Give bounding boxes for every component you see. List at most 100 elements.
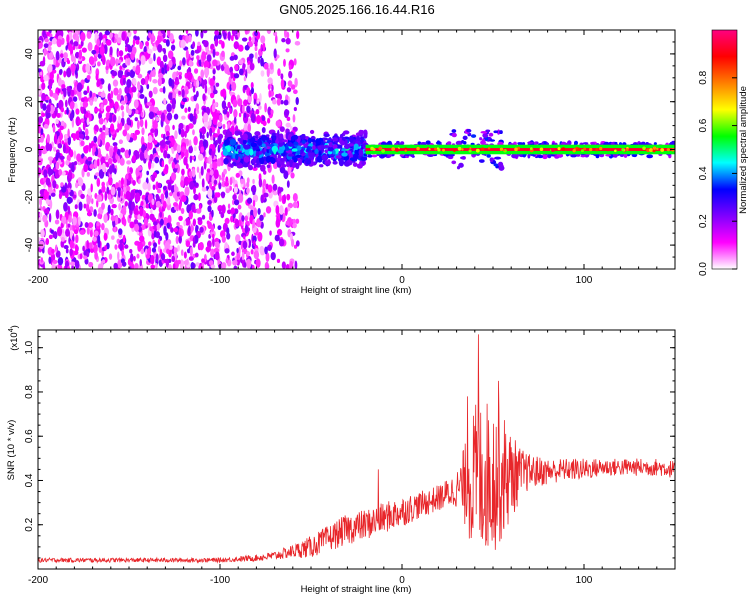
spectrogram-blob	[155, 200, 162, 208]
spectrogram-blob	[113, 168, 117, 175]
spectrogram-blob	[180, 39, 186, 49]
spectrogram-blob	[83, 203, 87, 209]
spectrogram-blob	[272, 191, 278, 196]
spectrogram-blob	[135, 109, 139, 115]
spectrogram-blob	[479, 137, 483, 141]
spectrogram-blob	[208, 117, 212, 127]
spectrogram-blob	[75, 234, 79, 244]
spectrogram-blob	[224, 139, 230, 146]
spectrogram-blob	[43, 74, 49, 82]
spectrogram-blob	[218, 39, 223, 45]
spectrogram-blob	[48, 256, 52, 264]
spectrogram-blob	[200, 30, 204, 39]
spectrogram-blob	[92, 236, 97, 242]
spectrogram-blob	[176, 70, 179, 77]
spectrogram-blob	[40, 128, 44, 135]
snr-xtick-label: 0	[399, 575, 405, 586]
spectrogram-blob	[73, 161, 77, 166]
spectrogram-blob	[129, 69, 136, 78]
spectrogram-blob	[130, 189, 135, 200]
snr-ytick-label: 0.2	[24, 517, 35, 531]
spectrogram-blob	[121, 31, 126, 41]
spectrogram-line-speck	[442, 148, 445, 152]
spectrogram-blob	[185, 30, 189, 35]
spectrogram-blob	[425, 140, 431, 145]
spectrogram-blob	[253, 240, 256, 247]
spectrogram-blob	[198, 171, 202, 179]
spectrogram-blob	[156, 34, 162, 44]
spectrogram-blob	[137, 151, 140, 159]
spectrogram-blob	[241, 251, 245, 261]
snr-panel: -200 -100 0 100 0.2 0.4 0.6 0.8 1.0 Height of st…	[6, 325, 676, 595]
spectrogram-blob	[221, 177, 225, 182]
spectrogram-blob	[243, 156, 250, 163]
spectrogram-blob	[98, 112, 103, 120]
spectrogram-blob	[45, 177, 51, 186]
spectrogram-blob	[489, 157, 494, 163]
spectrogram-blob	[332, 137, 339, 142]
spectrogram-blob	[235, 234, 241, 243]
spectrogram-line-speck	[428, 148, 431, 151]
spectrogram-blob	[102, 98, 108, 106]
spectrogram-blob	[210, 264, 216, 269]
spectrogram-blob	[217, 127, 220, 136]
spectrogram-blob	[144, 119, 148, 130]
spectrogram-line-speck	[599, 146, 603, 151]
spectrogram-blob	[230, 163, 234, 168]
spectrogram-line-speck	[606, 148, 610, 152]
spectrogram-blob	[100, 260, 104, 269]
spectrogram-blob	[91, 49, 97, 55]
spectrogram-line-speck	[652, 146, 657, 150]
spectrogram-blob	[67, 43, 73, 52]
spectrogram-blob	[173, 202, 178, 207]
spectrogram-blob	[328, 141, 333, 148]
spectrogram-blob	[115, 153, 119, 160]
spectrogram-blob	[93, 96, 98, 102]
spectrogram-blob	[272, 135, 277, 141]
spectrogram-blob	[203, 66, 210, 77]
spectrogram-blob	[211, 233, 215, 239]
spectrogram-blob	[223, 168, 227, 175]
spectrogram-blob	[67, 215, 72, 223]
spectrogram-blob	[42, 248, 45, 254]
spectrogram-blob	[57, 77, 62, 87]
spectrogram-blob	[272, 154, 278, 158]
spectrogram-blob	[247, 164, 253, 171]
spectrogram-blob	[244, 215, 249, 222]
spectrogram-blob	[163, 225, 167, 236]
spectrogram-blob	[137, 73, 143, 79]
spectrogram-blob	[238, 219, 242, 227]
spectrogram-blob	[150, 264, 156, 269]
spectrogram-blob	[113, 87, 119, 96]
spectrogram-blob	[96, 38, 100, 47]
spectrogram-blob	[55, 50, 60, 61]
spectrogram-blob	[184, 217, 191, 226]
spectrogram-blob	[115, 182, 119, 190]
spectrogram-blob	[152, 86, 158, 95]
spectrogram-blob	[488, 132, 494, 137]
spectrogram-blob	[193, 94, 198, 102]
spectrogram-line-speck	[580, 149, 584, 153]
spectrogram-blob	[59, 125, 64, 131]
spectrogram-blob	[163, 259, 169, 264]
spectrogram-blob	[295, 154, 302, 158]
spectrogram-blob	[61, 171, 66, 176]
spectrogram-blob	[543, 141, 547, 145]
spectrogram-blob	[289, 159, 294, 164]
spectrogram-blob	[279, 157, 287, 162]
spectrogram-blob	[176, 144, 181, 154]
colorbar-tick-label: 0.0	[698, 262, 709, 276]
spectrogram-blob	[166, 248, 170, 255]
page-title: GN05.2025.166.16.44.R16	[279, 2, 434, 17]
spectrogram-blob	[170, 227, 174, 233]
spectrogram-blob	[118, 87, 122, 96]
spectrogram-blob	[242, 139, 247, 145]
spectrogram-blob	[201, 178, 205, 189]
spectrogram-blob	[230, 71, 234, 79]
spectrogram-blob	[227, 203, 231, 210]
spectrogram-blob	[66, 107, 69, 115]
spectrogram-blob	[238, 68, 244, 76]
spectrogram-line-speck	[660, 148, 665, 152]
spectrogram-line-speck	[529, 147, 533, 150]
spectrogram-blob	[148, 57, 153, 65]
